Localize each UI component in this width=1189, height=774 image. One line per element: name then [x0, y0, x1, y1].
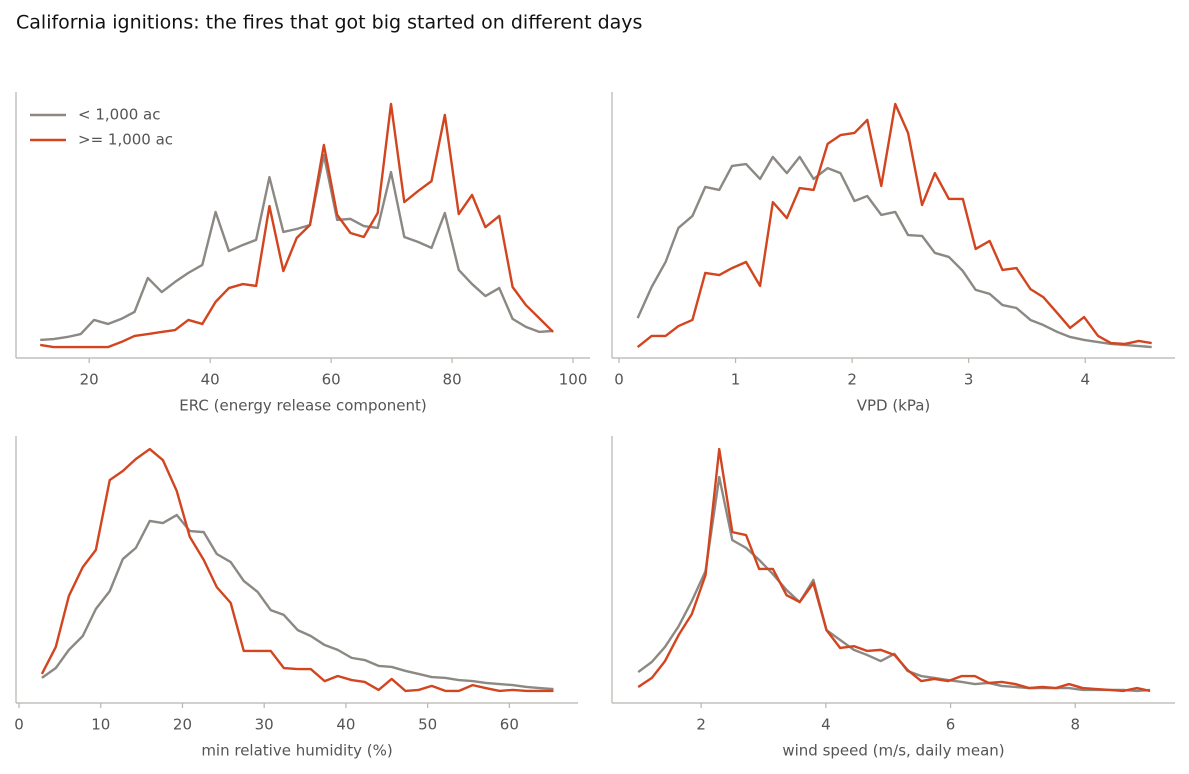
series-line: [40, 447, 554, 693]
x-tick-label: 40: [201, 371, 220, 389]
x-tick-label: 60: [500, 716, 519, 734]
x-tick-label: 4: [1080, 371, 1090, 389]
series-line: [637, 447, 1151, 693]
x-tick-label: 8: [1070, 716, 1080, 734]
x-tick-label: 60: [322, 371, 341, 389]
x-tick-label: 20: [173, 716, 192, 734]
series-line: [637, 475, 1151, 693]
series-line: [40, 153, 554, 342]
x-axis-label: wind speed (m/s, daily mean): [782, 742, 1004, 760]
x-tick-label: 4: [821, 716, 831, 734]
x-tick-label: 50: [418, 716, 437, 734]
legend-label: >= 1,000 ac: [78, 131, 173, 149]
x-tick-label: 100: [559, 371, 588, 389]
x-tick-label: 10: [91, 716, 110, 734]
figure-title: California ignitions: the fires that got…: [16, 12, 642, 34]
legend-label: < 1,000 ac: [78, 106, 161, 124]
x-axis-label: min relative humidity (%): [201, 742, 392, 760]
x-tick-label: 0: [14, 716, 24, 734]
x-tick-label: 3: [964, 371, 974, 389]
series-line: [636, 102, 1152, 349]
x-tick-label: 30: [255, 716, 274, 734]
x-tick-label: 80: [443, 371, 462, 389]
x-tick-label: 2: [847, 371, 857, 389]
x-axis-label: ERC (energy release component): [179, 397, 426, 415]
x-tick-label: 1: [731, 371, 741, 389]
x-axis-label: VPD (kPa): [857, 397, 931, 415]
x-tick-label: 6: [946, 716, 956, 734]
x-tick-label: 20: [80, 371, 99, 389]
x-tick-label: 40: [336, 716, 355, 734]
series-line: [636, 155, 1152, 349]
x-tick-label: 2: [696, 716, 706, 734]
series-line: [40, 102, 554, 349]
x-tick-label: 0: [614, 371, 624, 389]
series-line: [41, 513, 554, 691]
